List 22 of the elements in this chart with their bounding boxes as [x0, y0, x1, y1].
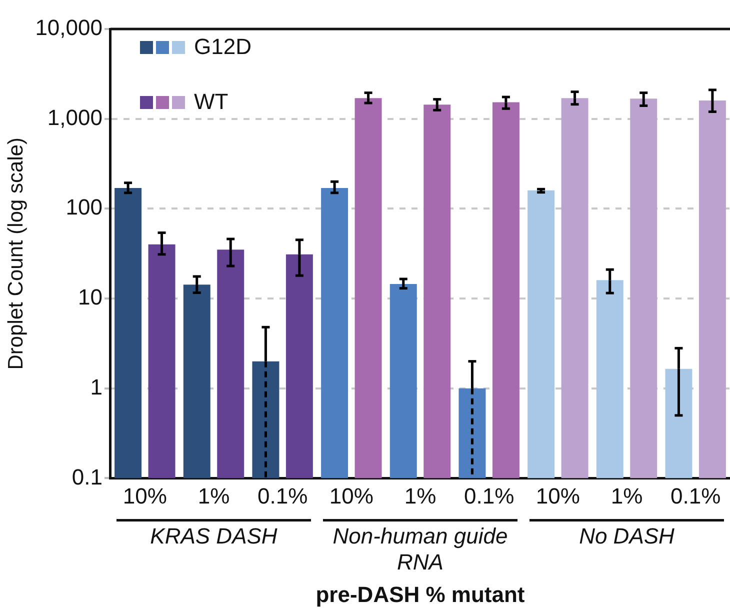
y-tick-label: 1,000 [47, 104, 102, 130]
legend-label: WT [194, 89, 228, 115]
x-tick-label: 10% [536, 483, 580, 508]
y-tick-label: 10 [78, 284, 102, 310]
y-axis-title: Droplet Count (log scale) [4, 137, 28, 370]
text: Non-human guide RNA [332, 523, 508, 574]
y-tick-label: 10,000 [35, 15, 102, 40]
y-tick-label: 100 [66, 194, 102, 220]
text: No DASH [579, 523, 675, 548]
x-tick-label: 1% [198, 483, 230, 508]
x-tick-label: 1% [610, 483, 643, 508]
y-tick-label: 1 [90, 374, 102, 400]
y-tick-label: 0.1 [72, 464, 102, 490]
x-axis-title: pre-DASH % mutant [316, 582, 526, 607]
x-tick-label: 0.1% [257, 483, 308, 508]
legend-label: G12D [194, 34, 252, 60]
x-tick-label: 0.1% [670, 483, 721, 508]
x-tick-label: 10% [122, 483, 167, 508]
text: KRAS DASH [150, 523, 278, 548]
x-tick-label: 0.1% [464, 483, 514, 508]
x-tick-label: 1% [404, 483, 436, 508]
x-tick-label: 10% [329, 483, 374, 508]
